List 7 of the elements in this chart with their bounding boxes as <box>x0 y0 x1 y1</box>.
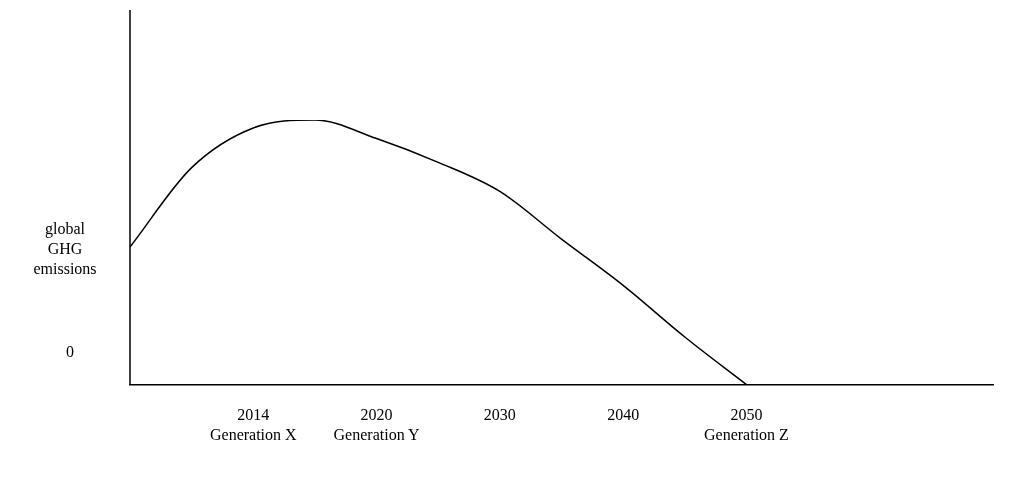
x-tick-label: 2014 Generation X <box>209 406 298 443</box>
y-axis-title: global GHG emissions <box>33 219 97 277</box>
x-tick-label: 2020 Generation Y <box>333 406 421 443</box>
x-tick-label: 2050 Generation Z <box>704 406 789 443</box>
text: 0 <box>66 342 74 360</box>
x-tick-label: 2030 <box>483 406 516 424</box>
x-tick-label: 2040 <box>607 406 640 424</box>
